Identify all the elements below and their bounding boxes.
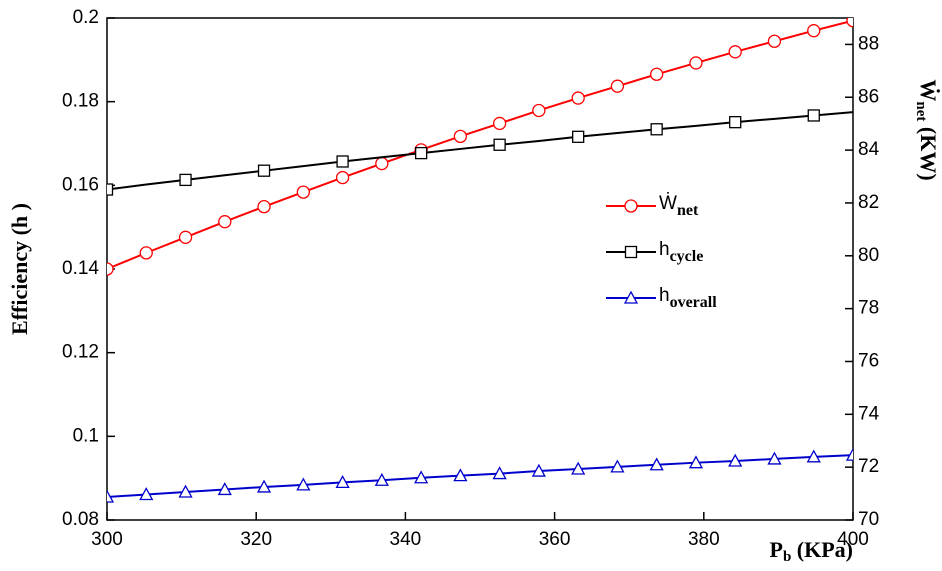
marker: [688, 455, 704, 469]
marker: [650, 67, 664, 81]
marker: [807, 24, 821, 38]
y2-tick-label: 80: [858, 245, 879, 266]
marker: [624, 199, 638, 213]
marker: [728, 45, 742, 59]
legend-sub: cycle: [670, 248, 704, 265]
marker: [414, 146, 428, 160]
marker: [729, 116, 742, 129]
marker: [139, 246, 153, 260]
marker: [375, 156, 389, 171]
x-tick-label: 340: [390, 529, 422, 550]
marker: [531, 463, 546, 477]
marker: [492, 466, 507, 480]
marker: [807, 109, 820, 122]
y-tick-label: 0.18: [62, 91, 99, 112]
y2-tick-label: 72: [858, 456, 879, 477]
marker: [374, 472, 389, 486]
x-axis-label: Pb (KPa): [770, 537, 854, 565]
marker: [178, 484, 193, 498]
marker: [572, 130, 585, 143]
marker: [453, 129, 468, 144]
marker: [650, 123, 663, 136]
legend-sub: net: [677, 202, 699, 219]
marker: [257, 199, 271, 214]
marker: [107, 183, 114, 196]
marker: [296, 185, 310, 199]
marker: [178, 230, 193, 244]
y-tick-label: 0.2: [73, 7, 99, 28]
marker: [256, 479, 272, 493]
legend-main: h: [659, 239, 670, 260]
legend-main: Ẇ: [659, 193, 677, 214]
marker: [335, 474, 350, 489]
series-line: [106, 454, 854, 498]
marker: [492, 116, 507, 131]
marker: [335, 170, 350, 185]
y2-tick-label: 74: [858, 403, 880, 424]
marker: [453, 468, 468, 482]
marker: [624, 245, 638, 259]
marker: [846, 18, 853, 28]
legend-main: h: [659, 285, 670, 306]
marker: [649, 457, 664, 471]
x-tick-label: 360: [539, 529, 571, 550]
y-tick-label: 0.16: [62, 174, 99, 195]
y2-tick-label: 76: [858, 350, 879, 371]
y2-tick-label: 84: [858, 139, 880, 160]
x-tick-label: 380: [688, 529, 720, 550]
y2-axis-label: Ẇnet (KW): [913, 79, 941, 180]
y2-tick-label: 86: [858, 86, 879, 107]
y2-tick-label: 88: [858, 33, 879, 54]
x-tick-label: 400: [837, 529, 869, 550]
marker: [107, 262, 114, 276]
y2-tick-label: 70: [858, 509, 879, 530]
marker: [689, 56, 703, 70]
y2-tick-label: 78: [858, 298, 879, 319]
y-tick-label: 0.14: [62, 258, 99, 279]
legend-label: hcycle: [659, 239, 703, 265]
marker: [806, 449, 821, 463]
x-tick-label: 300: [91, 529, 123, 550]
marker: [107, 489, 115, 503]
legend-label: Ẇnet: [659, 193, 699, 219]
marker: [610, 459, 625, 473]
marker: [139, 487, 154, 501]
series-line: [106, 19, 854, 270]
marker: [296, 477, 311, 491]
y-tick-label: 0.08: [62, 509, 99, 530]
x-tick-label: 320: [240, 529, 272, 550]
series-line: [106, 111, 854, 191]
y-axis-label: Efficiency (h ): [7, 203, 32, 335]
y-tick-label: 0.12: [62, 342, 99, 363]
marker: [218, 215, 232, 229]
marker: [179, 173, 192, 187]
marker: [571, 461, 586, 475]
marker: [610, 79, 625, 93]
marker: [257, 164, 271, 177]
marker: [493, 138, 506, 151]
legend-label: hoverall: [659, 285, 717, 311]
marker: [571, 91, 585, 105]
marker: [767, 451, 782, 465]
marker: [217, 482, 232, 496]
marker: [414, 470, 429, 484]
legend-sub: overall: [670, 294, 718, 311]
marker: [623, 290, 639, 304]
marker: [532, 103, 546, 118]
marker: [336, 155, 349, 168]
plot-frame: [106, 17, 854, 521]
y2-tick-label: 82: [858, 192, 879, 213]
marker: [845, 447, 853, 461]
marker: [728, 453, 743, 467]
y-tick-label: 0.1: [73, 425, 99, 446]
marker: [767, 34, 782, 48]
